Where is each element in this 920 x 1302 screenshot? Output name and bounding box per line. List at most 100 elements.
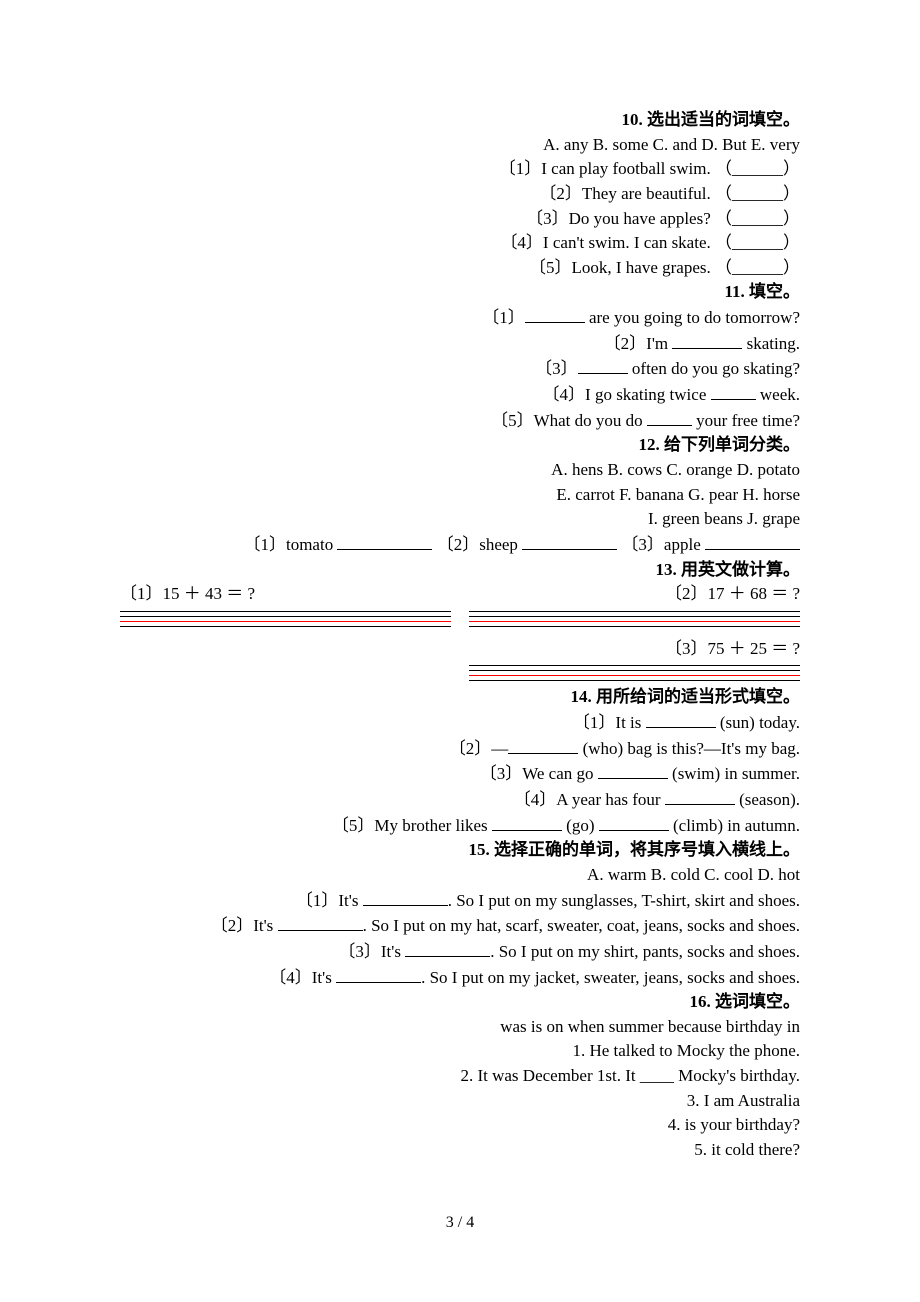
text: 〔1〕tomato (243, 535, 337, 554)
q12-choices-3: I. green beans J. grape (120, 507, 800, 532)
text: 〔4〕I go skating twice (543, 385, 711, 404)
q15-item-1: 〔1〕It's . So I put on my sunglasses, T-s… (120, 888, 800, 914)
text: 〔5〕My brother likes (332, 816, 492, 835)
text: . So I put on my shirt, pants, socks and… (490, 942, 800, 961)
q15-item-4: 〔4〕It's . So I put on my jacket, sweater… (120, 965, 800, 991)
q16-item-4: 4. is your birthday? (120, 1113, 800, 1138)
text: 〔1〕It is (573, 713, 646, 732)
blank[interactable] (578, 356, 628, 374)
q13-problem-3: 〔3〕75 ＋ 25 ＝ ? (469, 637, 800, 662)
blank[interactable] (705, 532, 800, 550)
text: . So I put on my sunglasses, T-shirt, sk… (448, 891, 800, 910)
q16-word-bank: was is on when summer because birthday i… (120, 1015, 800, 1040)
q10-item-5: 〔5〕Look, I have grapes. （______） (120, 256, 800, 281)
q10-item-4: 〔4〕I can't swim. I can skate. （______） (120, 231, 800, 256)
text: . So I put on my hat, scarf, sweater, co… (363, 916, 800, 935)
q14-item-5: 〔5〕My brother likes (go) (climb) in autu… (120, 813, 800, 839)
text: (season). (735, 790, 800, 809)
text: 〔2〕It's (211, 916, 278, 935)
text: (who) bag is this?—It's my bag. (578, 739, 800, 758)
blank[interactable] (665, 787, 735, 805)
q12-choices-2: E. carrot F. banana G. pear H. horse (120, 483, 800, 508)
text: 〔2〕I'm (604, 334, 673, 353)
q13-lines-2 (120, 661, 800, 685)
answer-lines[interactable] (469, 661, 800, 685)
q11-item-5: 〔5〕What do you do your free time? (120, 408, 800, 434)
blank[interactable] (525, 305, 585, 323)
text: 〔2〕sheep (437, 535, 522, 554)
q13-row-1: 〔1〕15 ＋ 43 ＝ ? 〔2〕17 ＋ 68 ＝ ? (120, 582, 800, 607)
q12-choices-1: A. hens B. cows C. orange D. potato (120, 458, 800, 483)
q16-item-2: 2. It was December 1st. It ____ Mocky's … (120, 1064, 800, 1089)
text: skating. (742, 334, 800, 353)
q16-item-1: 1. He talked to Mocky the phone. (120, 1039, 800, 1064)
text: (climb) in autumn. (669, 816, 800, 835)
text: 〔5〕What do you do (491, 411, 647, 430)
q10-item-3: 〔3〕Do you have apples? （______） (120, 207, 800, 232)
q15-heading: 15. 选择正确的单词，将其序号填入横线上。 (120, 838, 800, 863)
text: (go) (562, 816, 599, 835)
blank[interactable] (647, 408, 692, 426)
blank[interactable] (492, 813, 562, 831)
q15-item-3: 〔3〕It's . So I put on my shirt, pants, s… (120, 939, 800, 965)
blank[interactable] (363, 888, 448, 906)
text: 〔3〕apple (621, 535, 705, 554)
q14-item-4: 〔4〕A year has four (season). (120, 787, 800, 813)
q15-choices: A. warm B. cold C. cool D. hot (120, 863, 800, 888)
q13-problem-1: 〔1〕15 ＋ 43 ＝ ? (120, 582, 451, 607)
q11-heading: 11. 填空。 (120, 280, 800, 305)
text: 〔3〕We can go (480, 764, 598, 783)
blank[interactable] (598, 761, 668, 779)
q10-item-2: 〔2〕They are beautiful. （______） (120, 182, 800, 207)
q14-item-1: 〔1〕It is (sun) today. (120, 710, 800, 736)
q12-heading: 12. 给下列单词分类。 (120, 433, 800, 458)
text: week. (756, 385, 800, 404)
q14-item-3: 〔3〕We can go (swim) in summer. (120, 761, 800, 787)
q11-item-1: 〔1〕 are you going to do tomorrow? (120, 305, 800, 331)
q13-row-2: 〔3〕75 ＋ 25 ＝ ? (120, 637, 800, 662)
blank[interactable] (337, 532, 432, 550)
blank[interactable] (336, 965, 421, 983)
text: 〔4〕It's (269, 968, 336, 987)
q10-item-1: 〔1〕I can play football swim. （______） (120, 157, 800, 182)
text: your free time? (692, 411, 800, 430)
q16-item-5: 5. it cold there? (120, 1138, 800, 1163)
q11-item-4: 〔4〕I go skating twice week. (120, 382, 800, 408)
page: 10. 选出适当的词填空。 A. any B. some C. and D. B… (120, 0, 800, 1234)
blank[interactable] (508, 736, 578, 754)
answer-lines[interactable] (469, 607, 800, 631)
text: 〔1〕 (482, 308, 525, 327)
blank[interactable] (405, 939, 490, 957)
text: 〔4〕A year has four (514, 790, 665, 809)
q16-item-3: 3. I am Australia (120, 1089, 800, 1114)
text: (swim) in summer. (668, 764, 800, 783)
q15-item-2: 〔2〕It's . So I put on my hat, scarf, swe… (120, 913, 800, 939)
q11-item-3: 〔3〕 often do you go skating? (120, 356, 800, 382)
q13-lines-1 (120, 607, 800, 631)
page-number: 3 / 4 (120, 1211, 800, 1234)
text: are you going to do tomorrow? (585, 308, 800, 327)
blank[interactable] (522, 532, 617, 550)
blank[interactable] (711, 382, 756, 400)
text: . So I put on my jacket, sweater, jeans,… (421, 968, 800, 987)
blank[interactable] (672, 331, 742, 349)
q14-item-2: 〔2〕— (who) bag is this?—It's my bag. (120, 736, 800, 762)
q11-item-2: 〔2〕I'm skating. (120, 331, 800, 357)
blank[interactable] (599, 813, 669, 831)
text: (sun) today. (716, 713, 800, 732)
text: 〔3〕It's (338, 942, 405, 961)
text: 〔3〕 (535, 359, 578, 378)
q14-heading: 14. 用所给词的适当形式填空。 (120, 685, 800, 710)
answer-lines[interactable] (120, 607, 451, 631)
q13-heading: 13. 用英文做计算。 (120, 558, 800, 583)
blank[interactable] (278, 913, 363, 931)
q10-choices: A. any B. some C. and D. But E. very (120, 133, 800, 158)
q10-heading: 10. 选出适当的词填空。 (120, 108, 800, 133)
text: 〔2〕— (449, 739, 509, 758)
text: often do you go skating? (628, 359, 800, 378)
blank[interactable] (646, 710, 716, 728)
q13-problem-2: 〔2〕17 ＋ 68 ＝ ? (469, 582, 800, 607)
q16-heading: 16. 选词填空。 (120, 990, 800, 1015)
text: 〔1〕It's (296, 891, 363, 910)
q12-row: 〔1〕tomato 〔2〕sheep 〔3〕apple (120, 532, 800, 558)
